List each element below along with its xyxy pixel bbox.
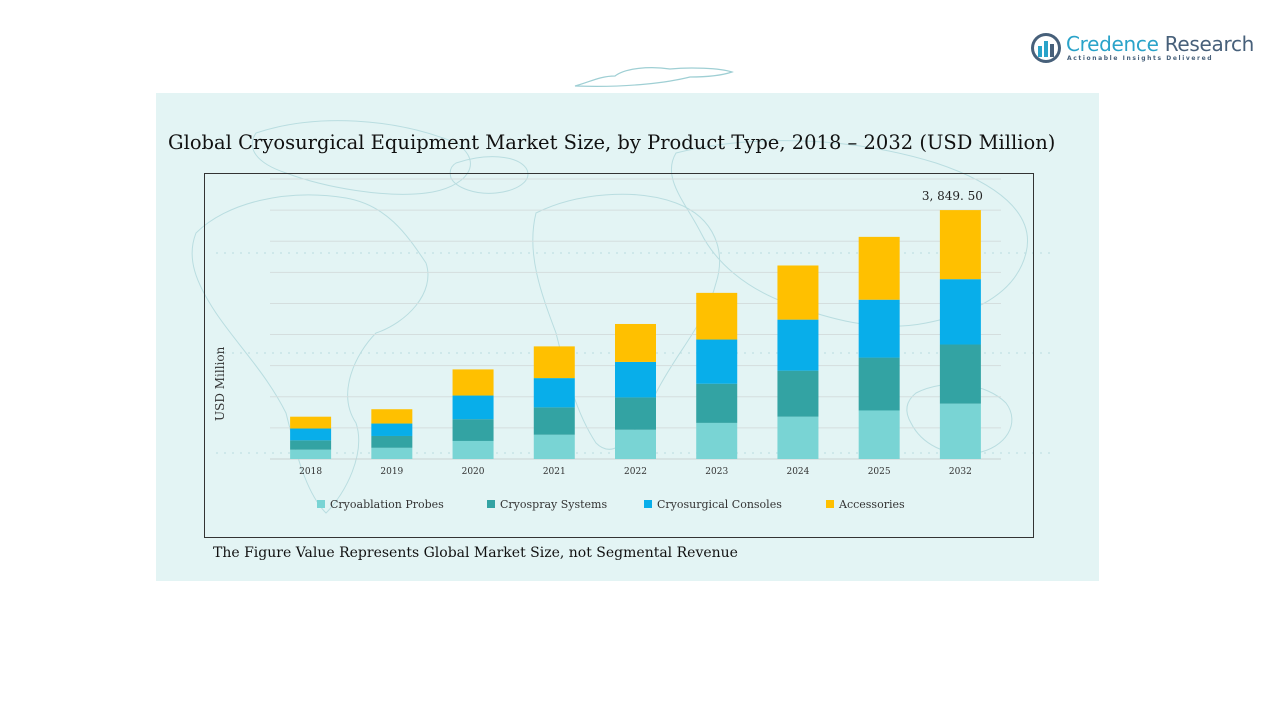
- brand-name: Credence Research: [1066, 32, 1254, 56]
- bar-segment-2025-1: [858, 357, 900, 411]
- x-tick-label: 2022: [624, 467, 647, 477]
- bar-segment-2020-3: [452, 369, 494, 396]
- legend-label: Cryospray Systems: [500, 498, 608, 511]
- x-tick-label: 2019: [380, 467, 403, 477]
- brand-name-part2: Research: [1158, 32, 1255, 56]
- bar-segment-2025-3: [858, 236, 900, 300]
- legend-label: Cryoablation Probes: [330, 498, 444, 511]
- bar-segment-2032-3: [939, 210, 981, 280]
- legend-label: Accessories: [839, 498, 905, 511]
- x-tick-label: 2023: [705, 467, 728, 477]
- bar-segment-2023-3: [696, 292, 738, 340]
- bar-segment-2018-1: [290, 440, 332, 450]
- x-tick-label: 2024: [786, 467, 809, 477]
- bar-segment-2019-3: [371, 409, 413, 424]
- x-tick-label: 2032: [949, 467, 972, 477]
- x-tick-label: 2020: [462, 467, 485, 477]
- chart-title: Global Cryosurgical Equipment Market Siz…: [168, 131, 1056, 154]
- bar-segment-2022-0: [615, 429, 656, 459]
- bar-segment-2020-0: [452, 440, 494, 459]
- bar-segment-2021-1: [533, 407, 575, 435]
- bar-segment-2032-0: [939, 403, 981, 459]
- bar-segment-2018-3: [290, 416, 332, 429]
- x-tick-label: 2018: [299, 467, 322, 477]
- x-tick-label: 2021: [543, 467, 566, 477]
- data-label-total: 3, 849. 50: [922, 189, 983, 203]
- bar-chart-logo-icon: [1031, 33, 1061, 63]
- bar-segment-2019-1: [371, 435, 413, 448]
- bar-segment-2032-1: [939, 344, 981, 404]
- bar-segment-2032-2: [939, 279, 981, 345]
- chart-plot: 2018 2019 2020 2021 2022 2023 2024 2025 2032 3, 8…: [270, 178, 1001, 477]
- bar-segment-2018-0: [290, 449, 332, 459]
- x-tick-label: 2025: [868, 467, 891, 477]
- bar-segment-2025-0: [858, 410, 900, 459]
- bar-segment-2018-2: [290, 428, 332, 441]
- legend-item: Cryospray Systems: [487, 498, 607, 511]
- legend-swatch: [644, 500, 652, 508]
- brand-name-part1: Credence: [1066, 32, 1159, 56]
- chart-footnote: The Figure Value Represents Global Marke…: [213, 545, 738, 561]
- legend-item: Cryoablation Probes: [317, 498, 444, 511]
- legend-swatch: [317, 500, 325, 508]
- bar-segment-2021-2: [533, 378, 575, 408]
- bar-segment-2024-0: [777, 416, 819, 459]
- chart-panel: Global Cryosurgical Equipment Market Siz…: [156, 93, 1099, 581]
- world-map-background: [191, 120, 1056, 514]
- bar-segment-2019-0: [371, 447, 413, 459]
- bar-segment-2020-1: [452, 419, 494, 441]
- bar-segment-2021-3: [533, 346, 575, 379]
- bar-segment-2019-2: [371, 423, 413, 436]
- bar-segment-2022-2: [615, 361, 656, 398]
- legend-swatch: [487, 500, 495, 508]
- bar-segment-2021-0: [533, 434, 575, 459]
- legend-label: Cryosurgical Consoles: [657, 498, 782, 511]
- bar-segment-2022-1: [615, 397, 656, 430]
- bar-segment-2023-1: [696, 383, 738, 423]
- bar-segment-2024-2: [777, 319, 819, 371]
- brand-logo: Credence Research Actionable Insights De…: [1030, 30, 1254, 66]
- legend-item: Cryosurgical Consoles: [644, 498, 782, 511]
- bar-segment-2020-2: [452, 395, 494, 420]
- bar-segment-2023-0: [696, 422, 738, 459]
- bar-segment-2024-1: [777, 370, 819, 417]
- decorative-cloud-icon: [574, 67, 734, 87]
- legend-item: Accessories: [826, 498, 905, 511]
- bar-segment-2023-2: [696, 339, 738, 384]
- bar-segment-2022-3: [615, 323, 656, 362]
- bar-segment-2024-3: [777, 265, 819, 320]
- y-axis-label: USD Million: [213, 346, 227, 422]
- bar-segment-2025-2: [858, 299, 900, 358]
- plot-frame: 2018 2019 2020 2021 2022 2023 2024 2025 2032 3, 8…: [204, 173, 1034, 538]
- legend-swatch: [826, 500, 834, 508]
- chart-legend: Cryoablation Probes Cryospray Systems Cryo…: [205, 498, 1035, 514]
- brand-tagline: Actionable Insights Delivered: [1067, 55, 1214, 62]
